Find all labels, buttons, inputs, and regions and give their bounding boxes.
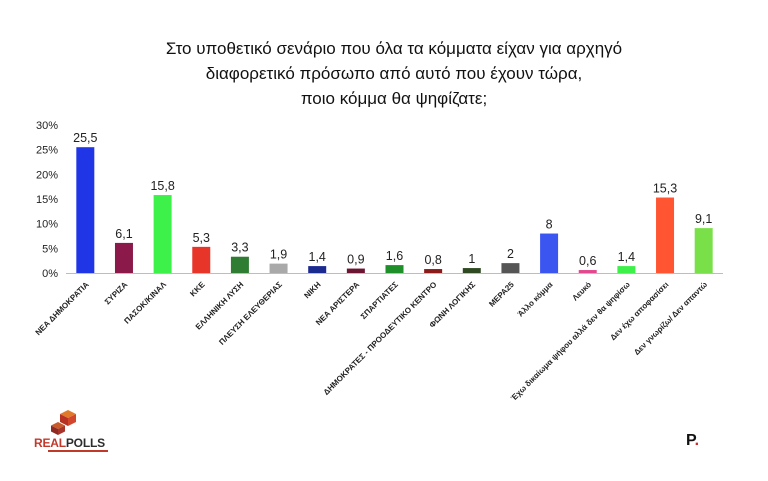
bar <box>269 263 288 273</box>
bar <box>462 268 481 273</box>
data-label: 5,3 <box>193 231 210 245</box>
bar <box>153 195 172 273</box>
category-label: ΝΕΑ ΔΗΜΟΚΡΑΤΙΑ <box>34 280 91 337</box>
bar <box>656 197 675 273</box>
y-tick-label: 15% <box>36 194 58 206</box>
data-label: 0,9 <box>347 253 364 267</box>
bar <box>501 263 520 273</box>
realpolls-logo: REALPOLLS <box>34 408 114 458</box>
y-tick-label: 30% <box>36 120 58 132</box>
data-label: 1 <box>468 252 475 266</box>
data-label: 0,8 <box>424 253 441 267</box>
data-label: 1,6 <box>386 249 403 263</box>
category-label: ΚΚΕ <box>188 280 207 299</box>
logo-underline <box>48 450 108 452</box>
data-label: 15,3 <box>653 182 677 196</box>
publisher-logo: P. <box>686 432 700 449</box>
bar <box>385 265 404 273</box>
data-label: 1,4 <box>309 250 326 264</box>
cubes-icon <box>51 410 76 435</box>
bar <box>230 256 249 273</box>
title-line: Στο υποθετικό σενάριο που όλα τα κόμματα… <box>165 39 623 58</box>
bar <box>694 228 713 273</box>
category-label: ΣΥΡΙΖΑ <box>103 280 130 307</box>
data-label: 3,3 <box>231 241 248 255</box>
category-label: ΣΠΑΡΤΙΑΤΕΣ <box>359 280 400 321</box>
y-tick-label: 20% <box>36 169 58 181</box>
y-tick-label: 0% <box>42 268 58 280</box>
y-tick-label: 10% <box>36 219 58 231</box>
data-label: 1,9 <box>270 248 287 262</box>
category-label: Δεν γνωρίζω/ Δεν απαντώ <box>632 280 709 357</box>
bar <box>540 233 559 273</box>
bar <box>617 266 636 273</box>
bar <box>578 270 597 273</box>
data-label: 8 <box>546 218 553 232</box>
chart-title: Στο υποθετικό σενάριο που όλα τα κόμματα… <box>64 36 724 111</box>
title-line: διαφορετικό πρόσωπο από αυτό που έχουν τ… <box>205 64 583 83</box>
data-label: 2 <box>507 247 514 261</box>
data-label: 0,6 <box>579 254 596 268</box>
bar <box>114 242 133 273</box>
y-tick-label: 25% <box>36 145 58 157</box>
bar <box>76 147 95 273</box>
category-label: ΠΛΕΥΣΗ ΕΛΕΥΘΕΡΙΑΣ <box>217 280 284 347</box>
realpolls-wordmark: REALPOLLS <box>34 436 105 450</box>
bar <box>308 266 327 273</box>
data-label: 6,1 <box>115 227 132 241</box>
category-label: ΜΕΡΑ25 <box>487 280 516 309</box>
data-label: 15,8 <box>150 179 174 193</box>
data-label: 9,1 <box>695 212 712 226</box>
category-label: Λευκό <box>571 280 594 303</box>
bar <box>346 268 365 273</box>
title-line: ποιο κόμμα θα ψηφίζατε; <box>300 89 488 108</box>
category-label: ΠΑΣΟΚ/ΚΙΝΑΛ <box>122 280 168 326</box>
category-label: ΝΙΚΗ <box>302 280 322 300</box>
y-tick-label: 5% <box>42 243 58 255</box>
data-label: 25,5 <box>73 131 97 145</box>
bar <box>192 246 211 273</box>
bar <box>424 269 443 273</box>
data-label: 1,4 <box>618 250 635 264</box>
category-label: Άλλο κόμμα <box>516 280 555 319</box>
